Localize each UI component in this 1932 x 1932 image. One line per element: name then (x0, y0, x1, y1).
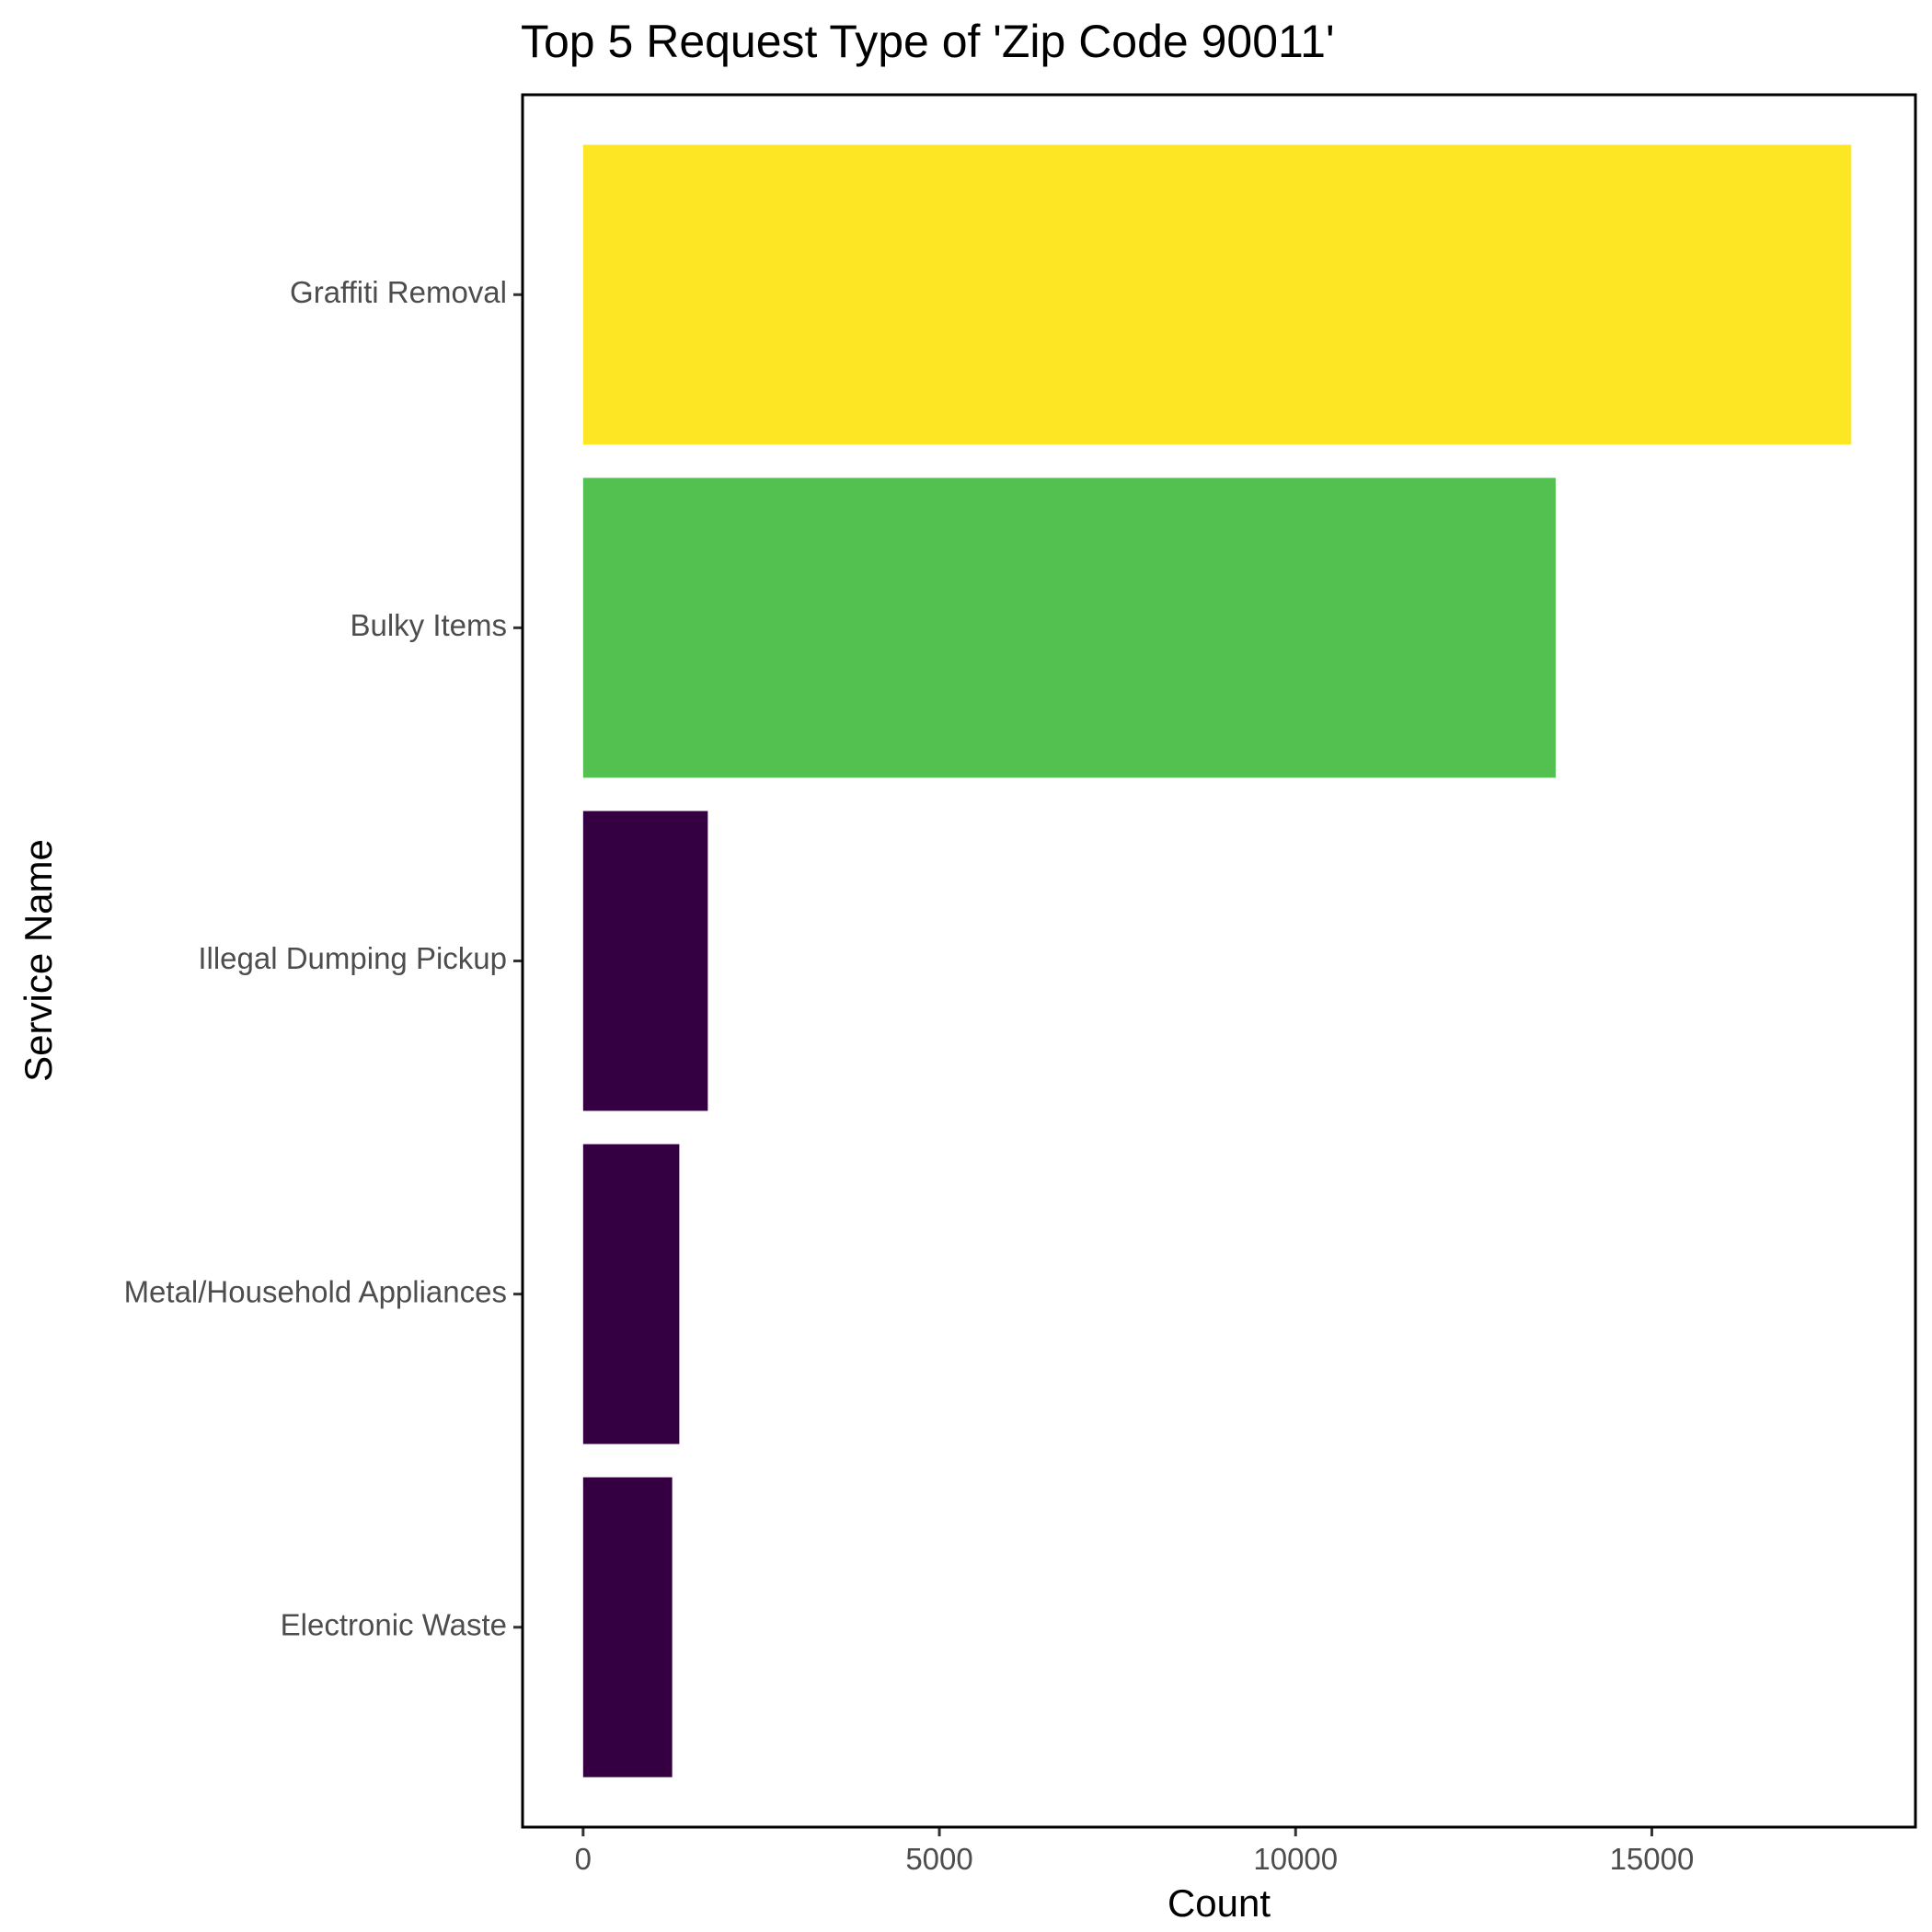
x-tick-label-0: 0 (575, 1842, 592, 1876)
y-tick-label-graffiti-removal: Graffiti Removal (290, 275, 507, 309)
bar-electronic-waste (582, 1477, 673, 1777)
bar-graffiti-removal (582, 144, 1852, 445)
bar-metal-household-appliances (582, 1144, 680, 1444)
x-axis-title: Count (1167, 1881, 1271, 1925)
plot-panel-border (521, 93, 1917, 1829)
y-tick-label-bulky-items: Bulky Items (350, 608, 507, 642)
x-axis: 0 5000 10000 15000 (575, 1827, 1695, 1876)
x-tick-label-15000: 15000 (1610, 1842, 1695, 1876)
y-tick-label-metal-household-appliances: Metal/Household Appliances (124, 1274, 507, 1308)
x-tick-label-10000: 10000 (1253, 1842, 1338, 1876)
bars-group (582, 144, 1852, 1777)
y-tick-label-illegal-dumping-pickup: Illegal Dumping Pickup (198, 941, 507, 975)
bar-illegal-dumping-pickup (582, 811, 708, 1111)
y-axis-title: Service Name (17, 839, 60, 1082)
bar-bulky-items (582, 477, 1556, 778)
x-tick-label-5000: 5000 (905, 1842, 972, 1876)
chart-title: Top 5 Request Type of 'Zip Code 90011' (521, 16, 1335, 67)
y-axis: Graffiti Removal Bulky Items Illegal Dumpi… (124, 275, 523, 1641)
y-tick-label-electronic-waste: Electronic Waste (281, 1607, 507, 1641)
